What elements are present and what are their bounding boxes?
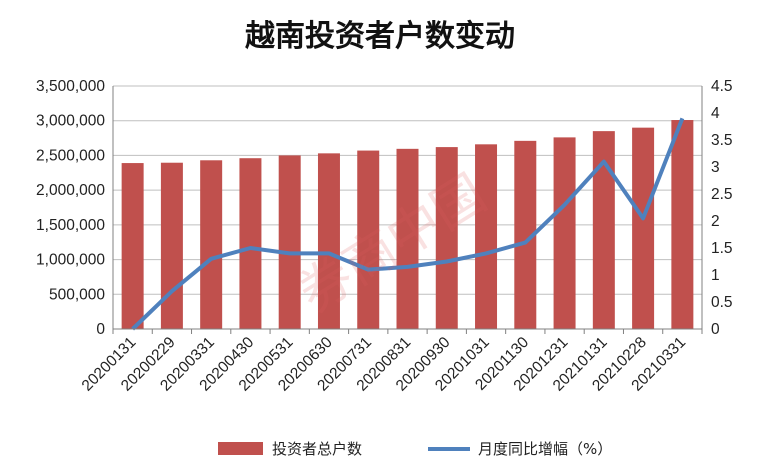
left-tick-label: 1,500,000 — [36, 217, 105, 234]
right-tick-label: 2 — [711, 213, 720, 230]
left-tick-label: 2,500,000 — [36, 147, 105, 164]
left-tick-label: 500,000 — [49, 286, 105, 303]
line-series — [131, 117, 685, 331]
bar — [200, 160, 223, 329]
bar — [121, 163, 144, 329]
right-tick-label: 4 — [711, 105, 720, 122]
bar — [160, 162, 183, 329]
x-axis-ticks: 2020013120200229202003312020043020200531… — [79, 334, 690, 395]
bar — [632, 127, 655, 330]
right-axis-ticks: 0 0.5 1 1.5 2 2.5 3 3.5 4 4.5 — [711, 78, 733, 338]
right-tick-label: 4.5 — [711, 78, 733, 95]
right-tick-label: 2.5 — [711, 186, 733, 203]
left-tick-label: 1,000,000 — [36, 252, 105, 269]
left-tick-label: 3,000,000 — [36, 113, 105, 130]
left-tick-label: 0 — [96, 321, 105, 338]
right-tick-label: 3.5 — [711, 132, 733, 149]
left-tick-label: 2,000,000 — [36, 182, 105, 199]
bar — [553, 137, 576, 329]
bar — [357, 150, 380, 329]
bar — [278, 155, 301, 329]
line-path — [131, 117, 685, 331]
bar — [671, 120, 694, 330]
bar — [435, 147, 458, 329]
left-axis-ticks: 0 500,000 1,000,000 1,500,000 2,000,000 2,500… — [36, 78, 105, 338]
axes — [112, 86, 703, 334]
legend-bar-label: 投资者总户数 — [272, 440, 362, 458]
bar — [317, 153, 340, 329]
bar — [475, 144, 498, 329]
right-tick-label: 1.5 — [711, 240, 733, 257]
bar — [514, 140, 537, 329]
right-tick-label: 3 — [711, 159, 720, 176]
bar — [592, 131, 615, 329]
right-tick-label: 0.5 — [711, 294, 733, 311]
bar — [239, 158, 262, 329]
bar — [396, 148, 419, 329]
legend-bar-swatch — [218, 442, 263, 455]
left-tick-label: 3,500,000 — [36, 78, 105, 95]
chart-title: 越南投资者户数变动 — [245, 19, 515, 54]
right-tick-label: 0 — [711, 321, 720, 338]
legend-line-label: 月度同比增幅（%） — [478, 440, 612, 458]
right-tick-label: 1 — [711, 267, 720, 284]
legend: 投资者总户数 月度同比增幅（%） — [218, 440, 612, 458]
